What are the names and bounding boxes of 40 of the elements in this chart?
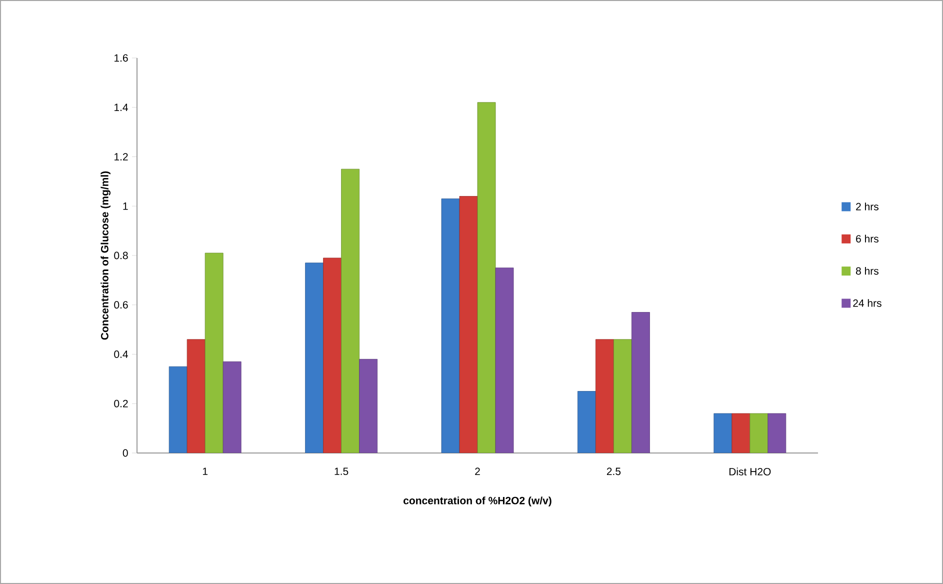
y-axis-title: Concentration of Glucose (mg/ml) (100, 171, 111, 340)
y-tick-label: 0 (122, 449, 128, 457)
bar (714, 413, 732, 453)
x-tick-label: 2 (475, 468, 480, 476)
bar (323, 258, 342, 453)
y-tick-label: 0.2 (114, 400, 128, 408)
bar (477, 102, 496, 453)
bar (614, 339, 632, 453)
y-tick-label: 1.4 (114, 104, 128, 111)
y-tick-label: 0.4 (114, 350, 128, 358)
bar (204, 252, 224, 453)
bar (768, 413, 786, 453)
bar (341, 168, 360, 453)
bar (750, 413, 768, 453)
bar (359, 358, 378, 453)
bar (222, 361, 242, 453)
x-tick-label: 1 (202, 468, 208, 475)
bar (186, 339, 206, 453)
y-tick-label: 0.8 (114, 252, 128, 260)
bar (459, 196, 478, 453)
bar (168, 366, 188, 453)
bar (732, 413, 750, 453)
bar (305, 262, 324, 453)
legend-label: 6 hrs (856, 234, 878, 243)
y-tick-label: 1 (123, 202, 128, 210)
y-tick-label: 1.2 (114, 153, 128, 160)
bar (441, 198, 460, 453)
legend-label: 24 hrs (853, 299, 882, 307)
bar (632, 312, 650, 453)
y-tick-label: 0.6 (114, 301, 128, 309)
bar (578, 391, 596, 453)
y-tick-label: 1.6 (114, 54, 128, 62)
x-tick-label: 1.5 (334, 468, 348, 476)
bar (596, 339, 614, 453)
legend-label: 8 hrs (856, 266, 878, 275)
x-tick-label: 2.5 (606, 468, 621, 476)
bar (495, 268, 514, 453)
x-axis-title: concentration of %H2O2 (w/v) (404, 496, 552, 506)
x-tick-label: Dist H2O (729, 468, 771, 476)
legend-label: 2 hrs (856, 202, 878, 210)
